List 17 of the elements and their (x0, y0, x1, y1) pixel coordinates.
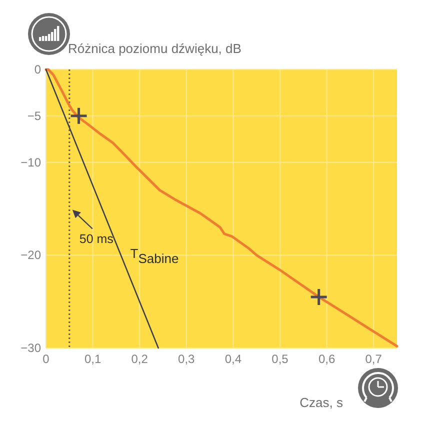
y-axis-title: Różnica poziomu dźwięku, dB (68, 41, 242, 56)
x-tick-label: 0,1 (84, 352, 102, 366)
x-tick-label: 0,3 (178, 352, 196, 366)
x-tick-label: 0,7 (365, 352, 382, 366)
x-tick-label: 0,2 (131, 352, 148, 366)
annotation: 50 ms (79, 232, 114, 246)
x-axis-title: Czas, s (300, 395, 344, 410)
x-tick-label: 0 (42, 352, 50, 366)
line-series (44, 68, 398, 348)
y-tick-label: 0 (34, 62, 42, 76)
x-tick-label: 0,6 (318, 352, 336, 366)
y-tick-label: −20 (20, 248, 42, 262)
x-tick-label: 0,5 (272, 352, 289, 366)
y-tick-label: −30 (20, 341, 42, 355)
y-tick-label: −10 (20, 155, 42, 170)
x-tick-label: 0,4 (224, 352, 242, 366)
y-tick-label: −5 (27, 108, 42, 123)
